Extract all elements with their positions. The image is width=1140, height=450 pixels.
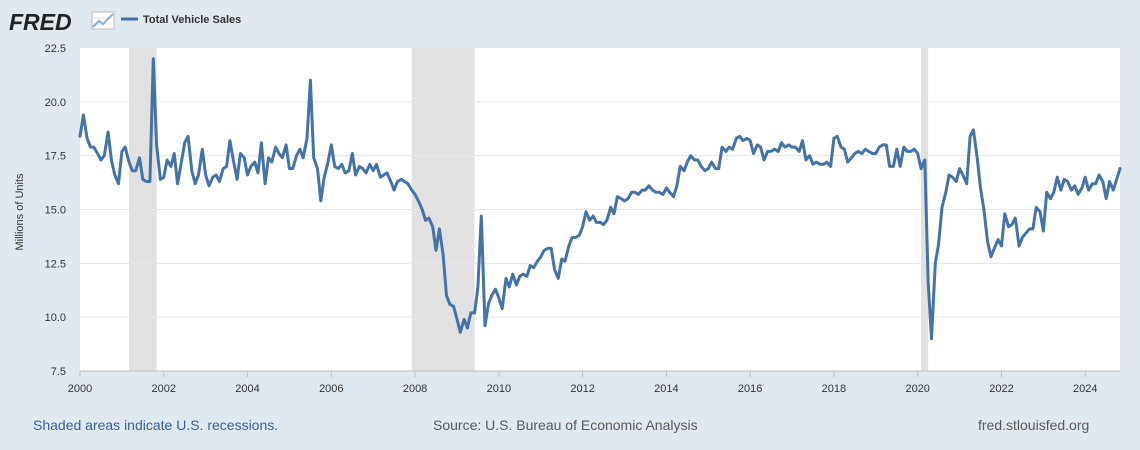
fred-logo-text: FRED xyxy=(9,9,72,35)
x-tick-label: 2014 xyxy=(654,383,678,395)
series-line xyxy=(78,57,1122,341)
series-group xyxy=(78,57,1122,341)
legend-label: Total Vehicle Sales xyxy=(143,14,241,26)
fred-site-link[interactable]: fred.stlouisfed.org xyxy=(978,417,1090,433)
x-tick-label: 2020 xyxy=(905,383,929,395)
x-tick-label: 2004 xyxy=(235,383,259,395)
x-tick-label: 2008 xyxy=(403,383,427,395)
x-tick-label: 2002 xyxy=(152,383,176,395)
y-axis-title: Millions of Units xyxy=(14,173,26,251)
y-axis-ticks: 7.5 10.0 12.5 15.0 17.5 20.0 22.5 xyxy=(45,43,66,378)
x-tick-label: 2018 xyxy=(822,383,846,395)
source-credit: Source: U.S. Bureau of Economic Analysis xyxy=(433,417,698,433)
y-tick-label: 7.5 xyxy=(51,366,66,378)
x-tick-label: 2000 xyxy=(68,383,92,395)
y-tick-label: 22.5 xyxy=(45,43,66,55)
x-axis-ticks: 2000 2002 2004 2006 2008 2010 2012 2014 2016 2018… xyxy=(68,371,1097,395)
x-tick-label: 2012 xyxy=(570,383,594,395)
y-tick-label: 12.5 xyxy=(45,258,66,270)
x-tick-label: 2010 xyxy=(487,383,511,395)
x-tick-label: 2024 xyxy=(1073,383,1097,395)
y-tick-label: 10.0 xyxy=(45,312,66,324)
recessions-note[interactable]: Shaded areas indicate U.S. recessions. xyxy=(33,417,279,433)
x-tick-label: 2016 xyxy=(738,383,762,395)
x-tick-label: 2006 xyxy=(319,383,343,395)
fred-logo[interactable]: FRED xyxy=(9,9,115,35)
gridlines xyxy=(80,101,1120,318)
fred-logo-chart-icon xyxy=(91,11,115,30)
x-tick-label: 2022 xyxy=(989,383,1013,395)
y-tick-label: 17.5 xyxy=(45,151,66,163)
y-tick-label: 20.0 xyxy=(45,97,66,109)
y-tick-label: 15.0 xyxy=(45,205,66,217)
legend: Total Vehicle Sales xyxy=(121,14,241,26)
